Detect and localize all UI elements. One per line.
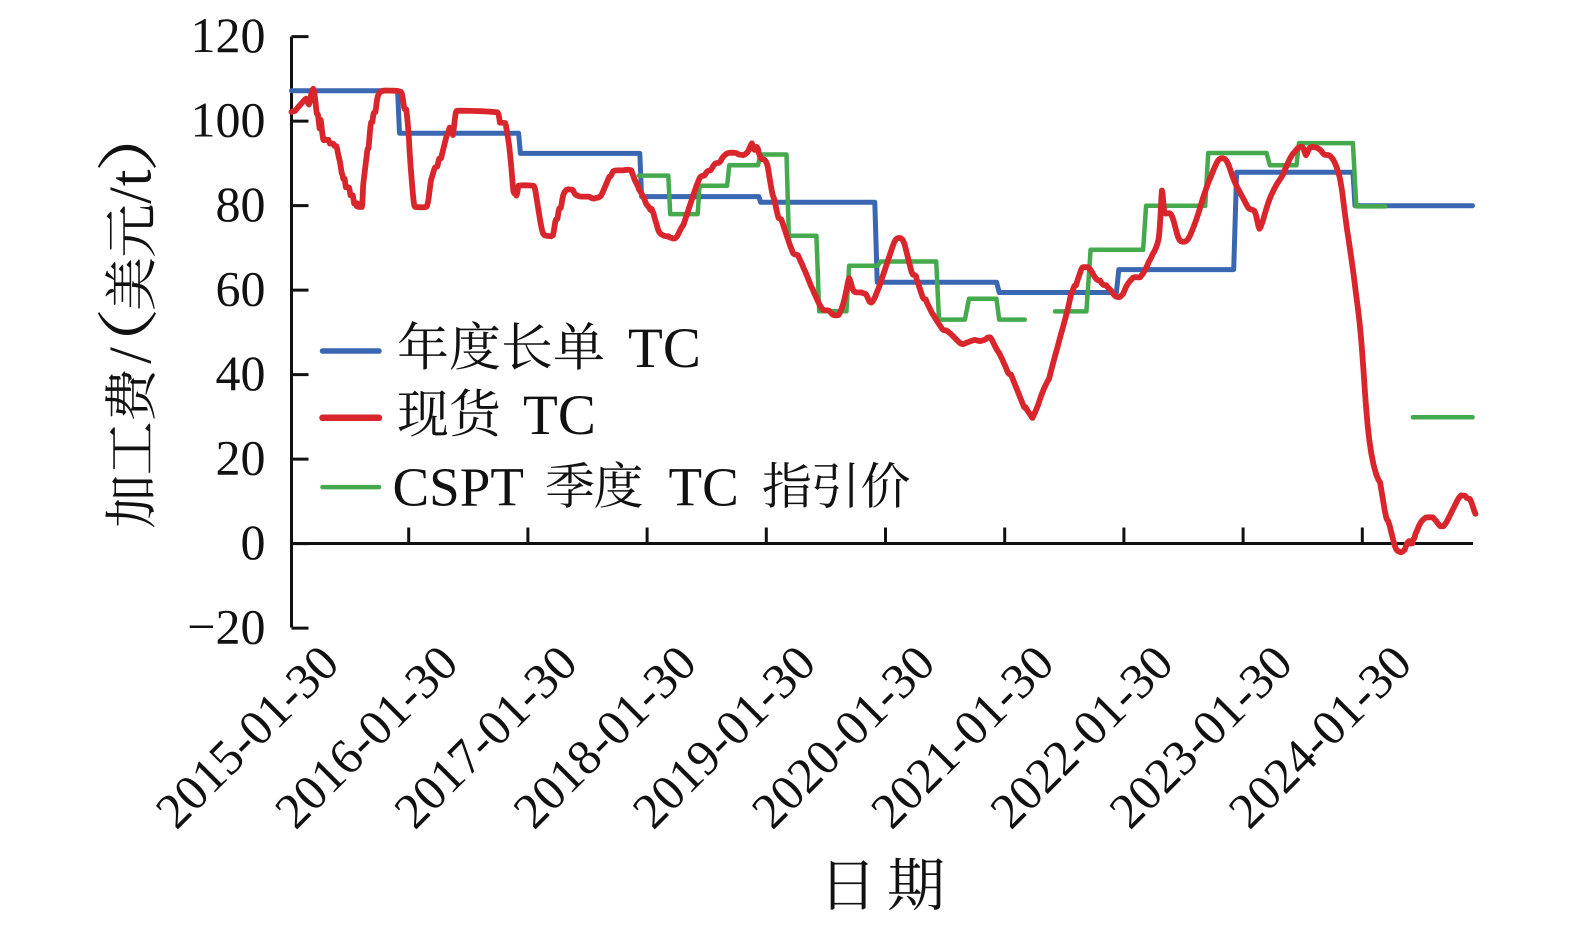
svg-text:80: 80 bbox=[216, 176, 266, 232]
svg-text:60: 60 bbox=[216, 261, 266, 317]
svg-text:40: 40 bbox=[216, 345, 266, 401]
svg-text:t: t bbox=[98, 169, 164, 186]
svg-text:100: 100 bbox=[191, 92, 266, 148]
svg-text:CSPT: CSPT bbox=[393, 457, 524, 518]
svg-text:TC: TC bbox=[523, 384, 596, 447]
svg-text:0: 0 bbox=[241, 514, 266, 570]
svg-text:−20: −20 bbox=[187, 599, 265, 655]
svg-text:20: 20 bbox=[216, 430, 266, 486]
svg-text:TC: TC bbox=[669, 457, 739, 518]
svg-text:TC: TC bbox=[628, 317, 701, 380]
svg-text:/: / bbox=[98, 187, 164, 204]
svg-text:/: / bbox=[98, 347, 164, 364]
svg-text:120: 120 bbox=[191, 7, 266, 63]
